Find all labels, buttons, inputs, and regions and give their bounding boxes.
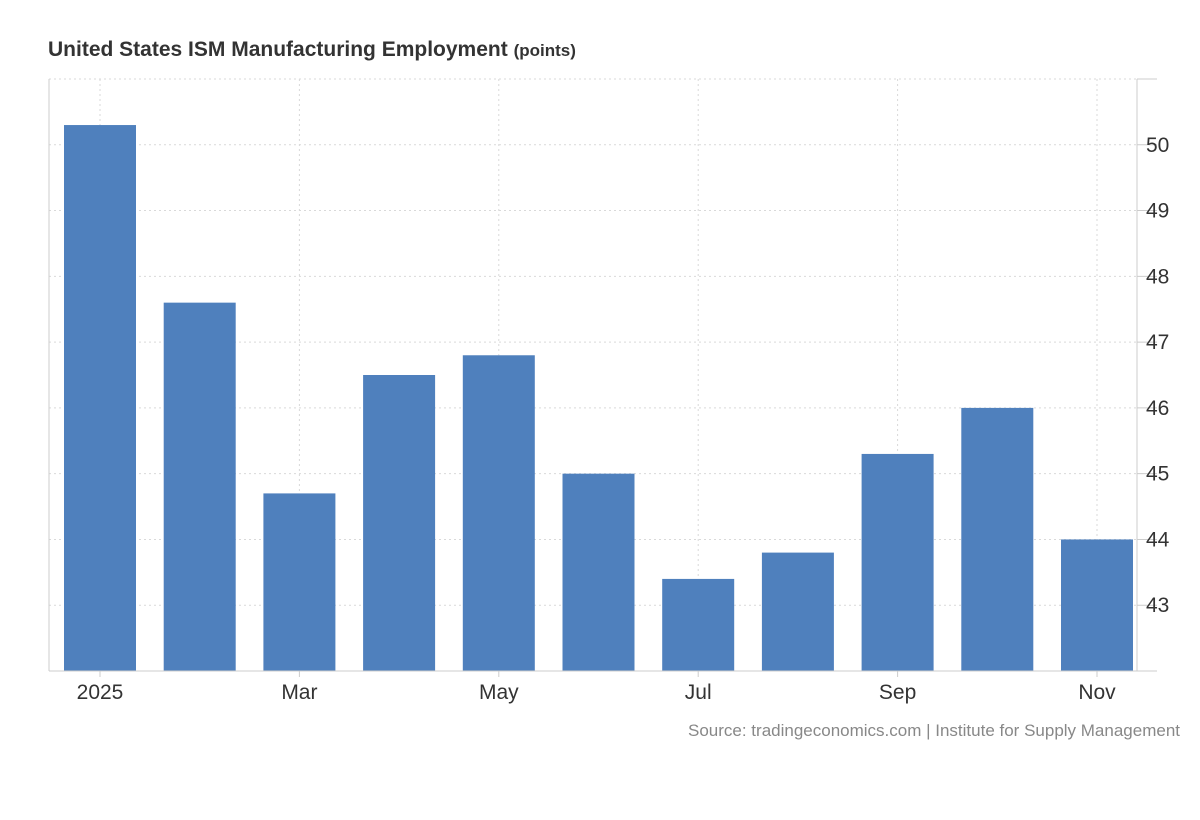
y-tick-label: 43 — [1146, 594, 1169, 617]
bar-oct — [961, 407, 1034, 671]
y-tick-label: 45 — [1146, 463, 1169, 486]
bar-apr — [363, 375, 436, 671]
bar-jul — [662, 578, 735, 671]
bar-sep — [861, 453, 934, 671]
axes — [48, 78, 1157, 677]
x-tick-label: May — [479, 681, 519, 704]
x-tick-label: 2025 — [77, 681, 124, 704]
y-tick-label: 48 — [1146, 265, 1169, 288]
x-tick-label: Nov — [1078, 681, 1116, 704]
title-text: United States ISM Manufacturing Employme… — [48, 38, 508, 61]
x-tick-label: Jul — [685, 681, 712, 704]
x-axis-labels: 2025 Mar May Jul Sep Nov — [77, 681, 1117, 704]
title-units: (points) — [513, 41, 576, 60]
bar-mar — [263, 493, 336, 671]
bar-may — [462, 355, 535, 671]
x-tick-label: Sep — [879, 681, 916, 704]
bar-nov — [1061, 539, 1133, 671]
y-tick-label: 47 — [1146, 331, 1169, 354]
bar-aug — [761, 552, 834, 671]
y-tick-label: 46 — [1146, 397, 1169, 420]
bars — [64, 125, 1133, 672]
bar-jan-2025 — [64, 125, 136, 672]
y-tick-label: 50 — [1146, 134, 1169, 157]
chart-title: United States ISM Manufacturing Employme… — [48, 38, 576, 62]
bar-feb — [163, 302, 236, 671]
y-tick-label: 44 — [1146, 528, 1170, 551]
x-tick-label: Mar — [281, 681, 317, 704]
bar-jun — [562, 473, 635, 671]
y-axis-labels: 43 44 45 46 47 48 49 50 — [1146, 134, 1170, 617]
y-tick-label: 49 — [1146, 200, 1169, 223]
source-note: Source: tradingeconomics.com | Institute… — [688, 721, 1180, 740]
